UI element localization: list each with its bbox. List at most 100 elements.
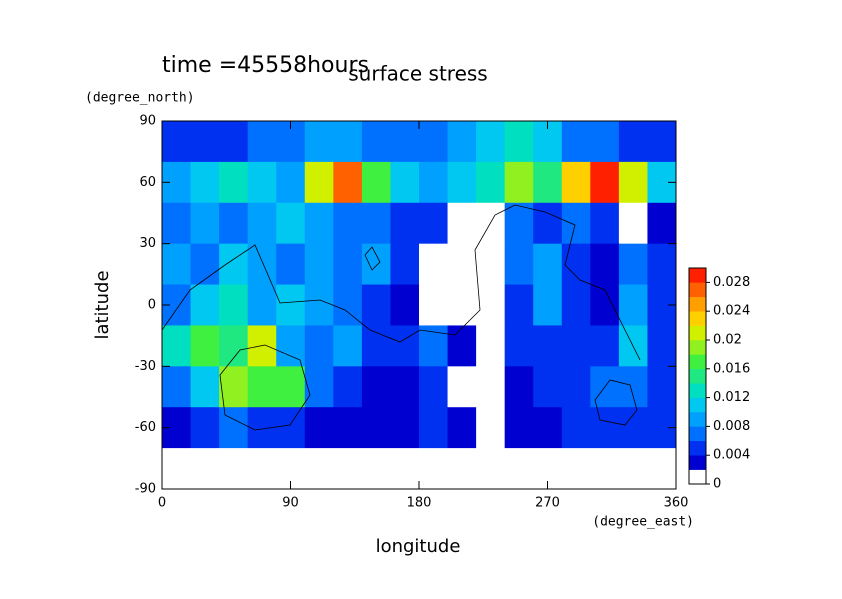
cell <box>247 325 277 367</box>
cell <box>618 161 648 204</box>
cell <box>504 325 534 367</box>
cell <box>647 366 677 408</box>
cell <box>647 325 677 367</box>
cell <box>447 407 477 449</box>
cell <box>361 448 391 490</box>
cell <box>361 243 391 286</box>
cell <box>533 407 563 449</box>
cell <box>304 407 334 449</box>
cell <box>333 325 363 367</box>
cell <box>419 121 449 163</box>
cell <box>504 121 534 163</box>
cell <box>162 448 192 490</box>
cell <box>647 448 677 490</box>
cell <box>190 366 220 408</box>
field <box>162 121 677 490</box>
cell <box>247 161 277 204</box>
cell <box>162 325 192 367</box>
colorbar-tick-label: 0.012 <box>713 390 750 405</box>
cell <box>390 407 420 449</box>
cell <box>590 243 620 286</box>
cell <box>618 366 648 408</box>
cell <box>590 202 620 245</box>
cell <box>333 407 363 449</box>
cell <box>419 161 449 204</box>
chart-title: surface stress <box>348 62 487 86</box>
cell <box>219 243 249 286</box>
cell <box>561 284 591 326</box>
cell <box>219 448 249 490</box>
cell <box>476 161 506 204</box>
cell <box>590 284 620 326</box>
cell <box>333 202 363 245</box>
cell <box>247 284 277 326</box>
cell <box>219 284 249 326</box>
cell <box>390 284 420 326</box>
cell <box>190 202 220 245</box>
y-tick-label: 90 <box>139 114 156 129</box>
x-tick-label: 360 <box>664 496 689 511</box>
cell <box>361 366 391 408</box>
cell <box>533 284 563 326</box>
cell <box>447 448 477 490</box>
cell <box>447 161 477 204</box>
cell <box>333 366 363 408</box>
colorbar-tick-label: 0.016 <box>713 361 750 376</box>
cell <box>333 448 363 490</box>
cell <box>390 448 420 490</box>
cell <box>447 243 477 286</box>
cell <box>419 448 449 490</box>
cell <box>247 202 277 245</box>
cell <box>276 366 306 408</box>
cell <box>162 366 192 408</box>
y-axis-label: latitude <box>92 270 113 339</box>
colorbar-band <box>689 340 706 355</box>
cell <box>219 202 249 245</box>
colorbar-tick-label: 0.02 <box>713 333 742 348</box>
cell <box>419 325 449 367</box>
cell <box>504 243 534 286</box>
colorbar-band <box>689 311 706 326</box>
cell <box>476 366 506 408</box>
cell <box>276 202 306 245</box>
cell <box>304 325 334 367</box>
x-unit: (degree_east) <box>592 515 694 530</box>
cell <box>504 407 534 449</box>
x-axis-label: longitude <box>376 536 461 557</box>
cell <box>419 243 449 286</box>
cell <box>304 284 334 326</box>
cell <box>190 448 220 490</box>
y-tick-label: 0 <box>148 298 156 313</box>
colorbar-band <box>689 455 706 470</box>
cell <box>304 243 334 286</box>
cell <box>361 121 391 163</box>
colorbar-tick-label: 0.004 <box>713 448 750 463</box>
cell <box>590 407 620 449</box>
cell <box>333 121 363 163</box>
cell <box>219 161 249 204</box>
cell <box>190 161 220 204</box>
cell <box>618 121 648 163</box>
cell <box>304 448 334 490</box>
cell <box>561 121 591 163</box>
cell <box>333 243 363 286</box>
cell <box>476 243 506 286</box>
y-tick-label: 60 <box>139 175 156 190</box>
x-tick-label: 270 <box>535 496 560 511</box>
cell <box>419 407 449 449</box>
cell <box>533 325 563 367</box>
cell <box>304 202 334 245</box>
coastlines <box>161 204 641 431</box>
cell <box>533 202 563 245</box>
cell <box>219 121 249 163</box>
cell <box>561 202 591 245</box>
cell <box>476 407 506 449</box>
x-tick-label: 0 <box>158 496 166 511</box>
colorbar-band <box>689 282 706 298</box>
cell <box>447 121 477 163</box>
cell <box>504 448 534 490</box>
cell <box>333 284 363 326</box>
cell <box>333 161 363 204</box>
cell <box>190 407 220 449</box>
cell <box>590 161 620 204</box>
